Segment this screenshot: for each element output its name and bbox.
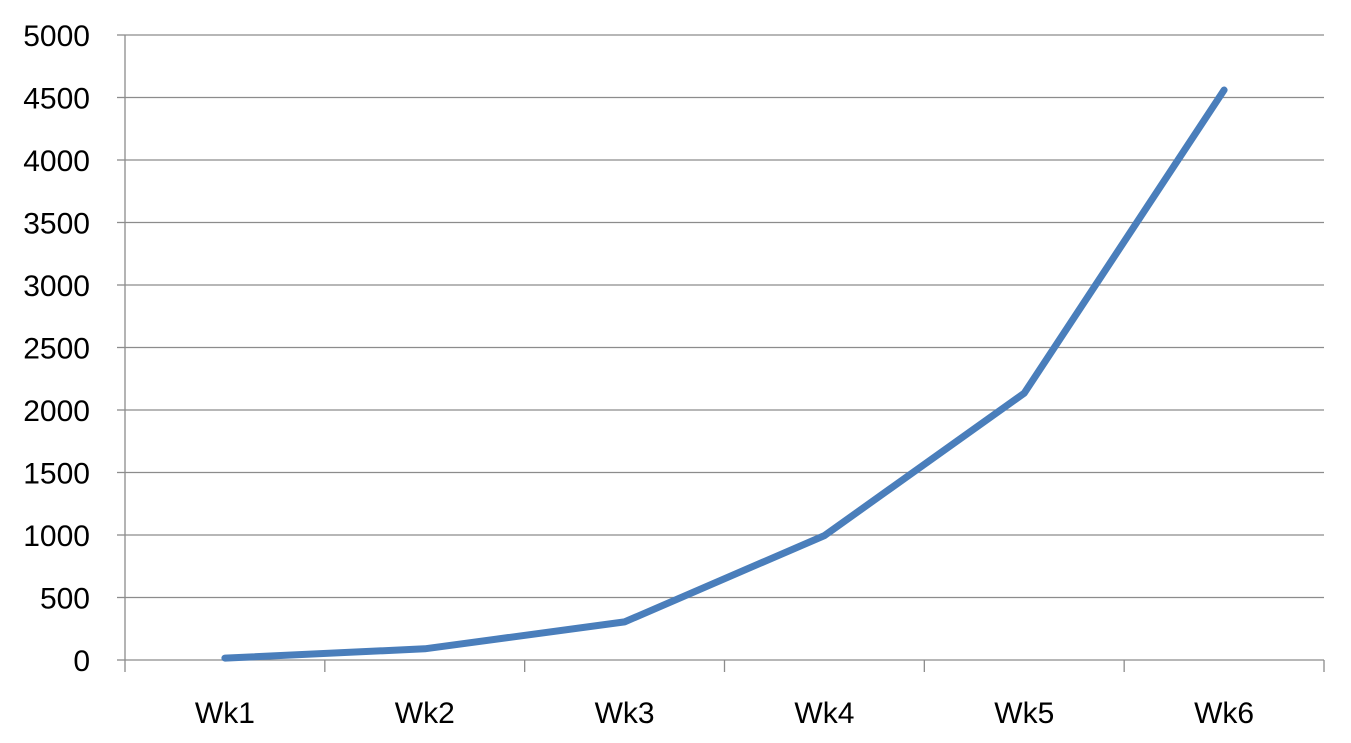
axes xyxy=(117,34,1325,672)
x-tick-label: Wk2 xyxy=(395,697,455,730)
y-tick-label: 3000 xyxy=(23,270,90,303)
x-tick-label: Wk3 xyxy=(595,697,655,730)
x-tick-label: Wk4 xyxy=(794,697,854,730)
y-tick-label: 1000 xyxy=(23,520,90,553)
y-tick-label: 4000 xyxy=(23,145,90,178)
series-line xyxy=(221,86,1228,662)
y-axis-tick-labels: 0 500 1000 1500 2000 2500 3000 3500 4000 4500 5000 xyxy=(23,20,90,678)
y-tick-label: 4500 xyxy=(23,83,90,116)
y-tick-label: 0 xyxy=(73,645,90,678)
gridlines xyxy=(125,34,1324,599)
x-tick-label: Wk5 xyxy=(994,697,1054,730)
y-tick-label: 5000 xyxy=(23,20,90,53)
x-axis-tick-labels: Wk1 Wk2 Wk3 Wk4 Wk5 Wk6 xyxy=(195,697,1254,730)
y-tick-label: 3500 xyxy=(23,208,90,241)
y-tick-label: 2000 xyxy=(23,395,90,428)
x-tick-label: Wk6 xyxy=(1194,697,1254,730)
y-tick-label: 500 xyxy=(40,583,90,616)
series-lines xyxy=(221,86,1228,662)
y-tick-label: 2500 xyxy=(23,333,90,366)
y-tick-label: 1500 xyxy=(23,458,90,491)
x-tick-label: Wk1 xyxy=(195,697,255,730)
